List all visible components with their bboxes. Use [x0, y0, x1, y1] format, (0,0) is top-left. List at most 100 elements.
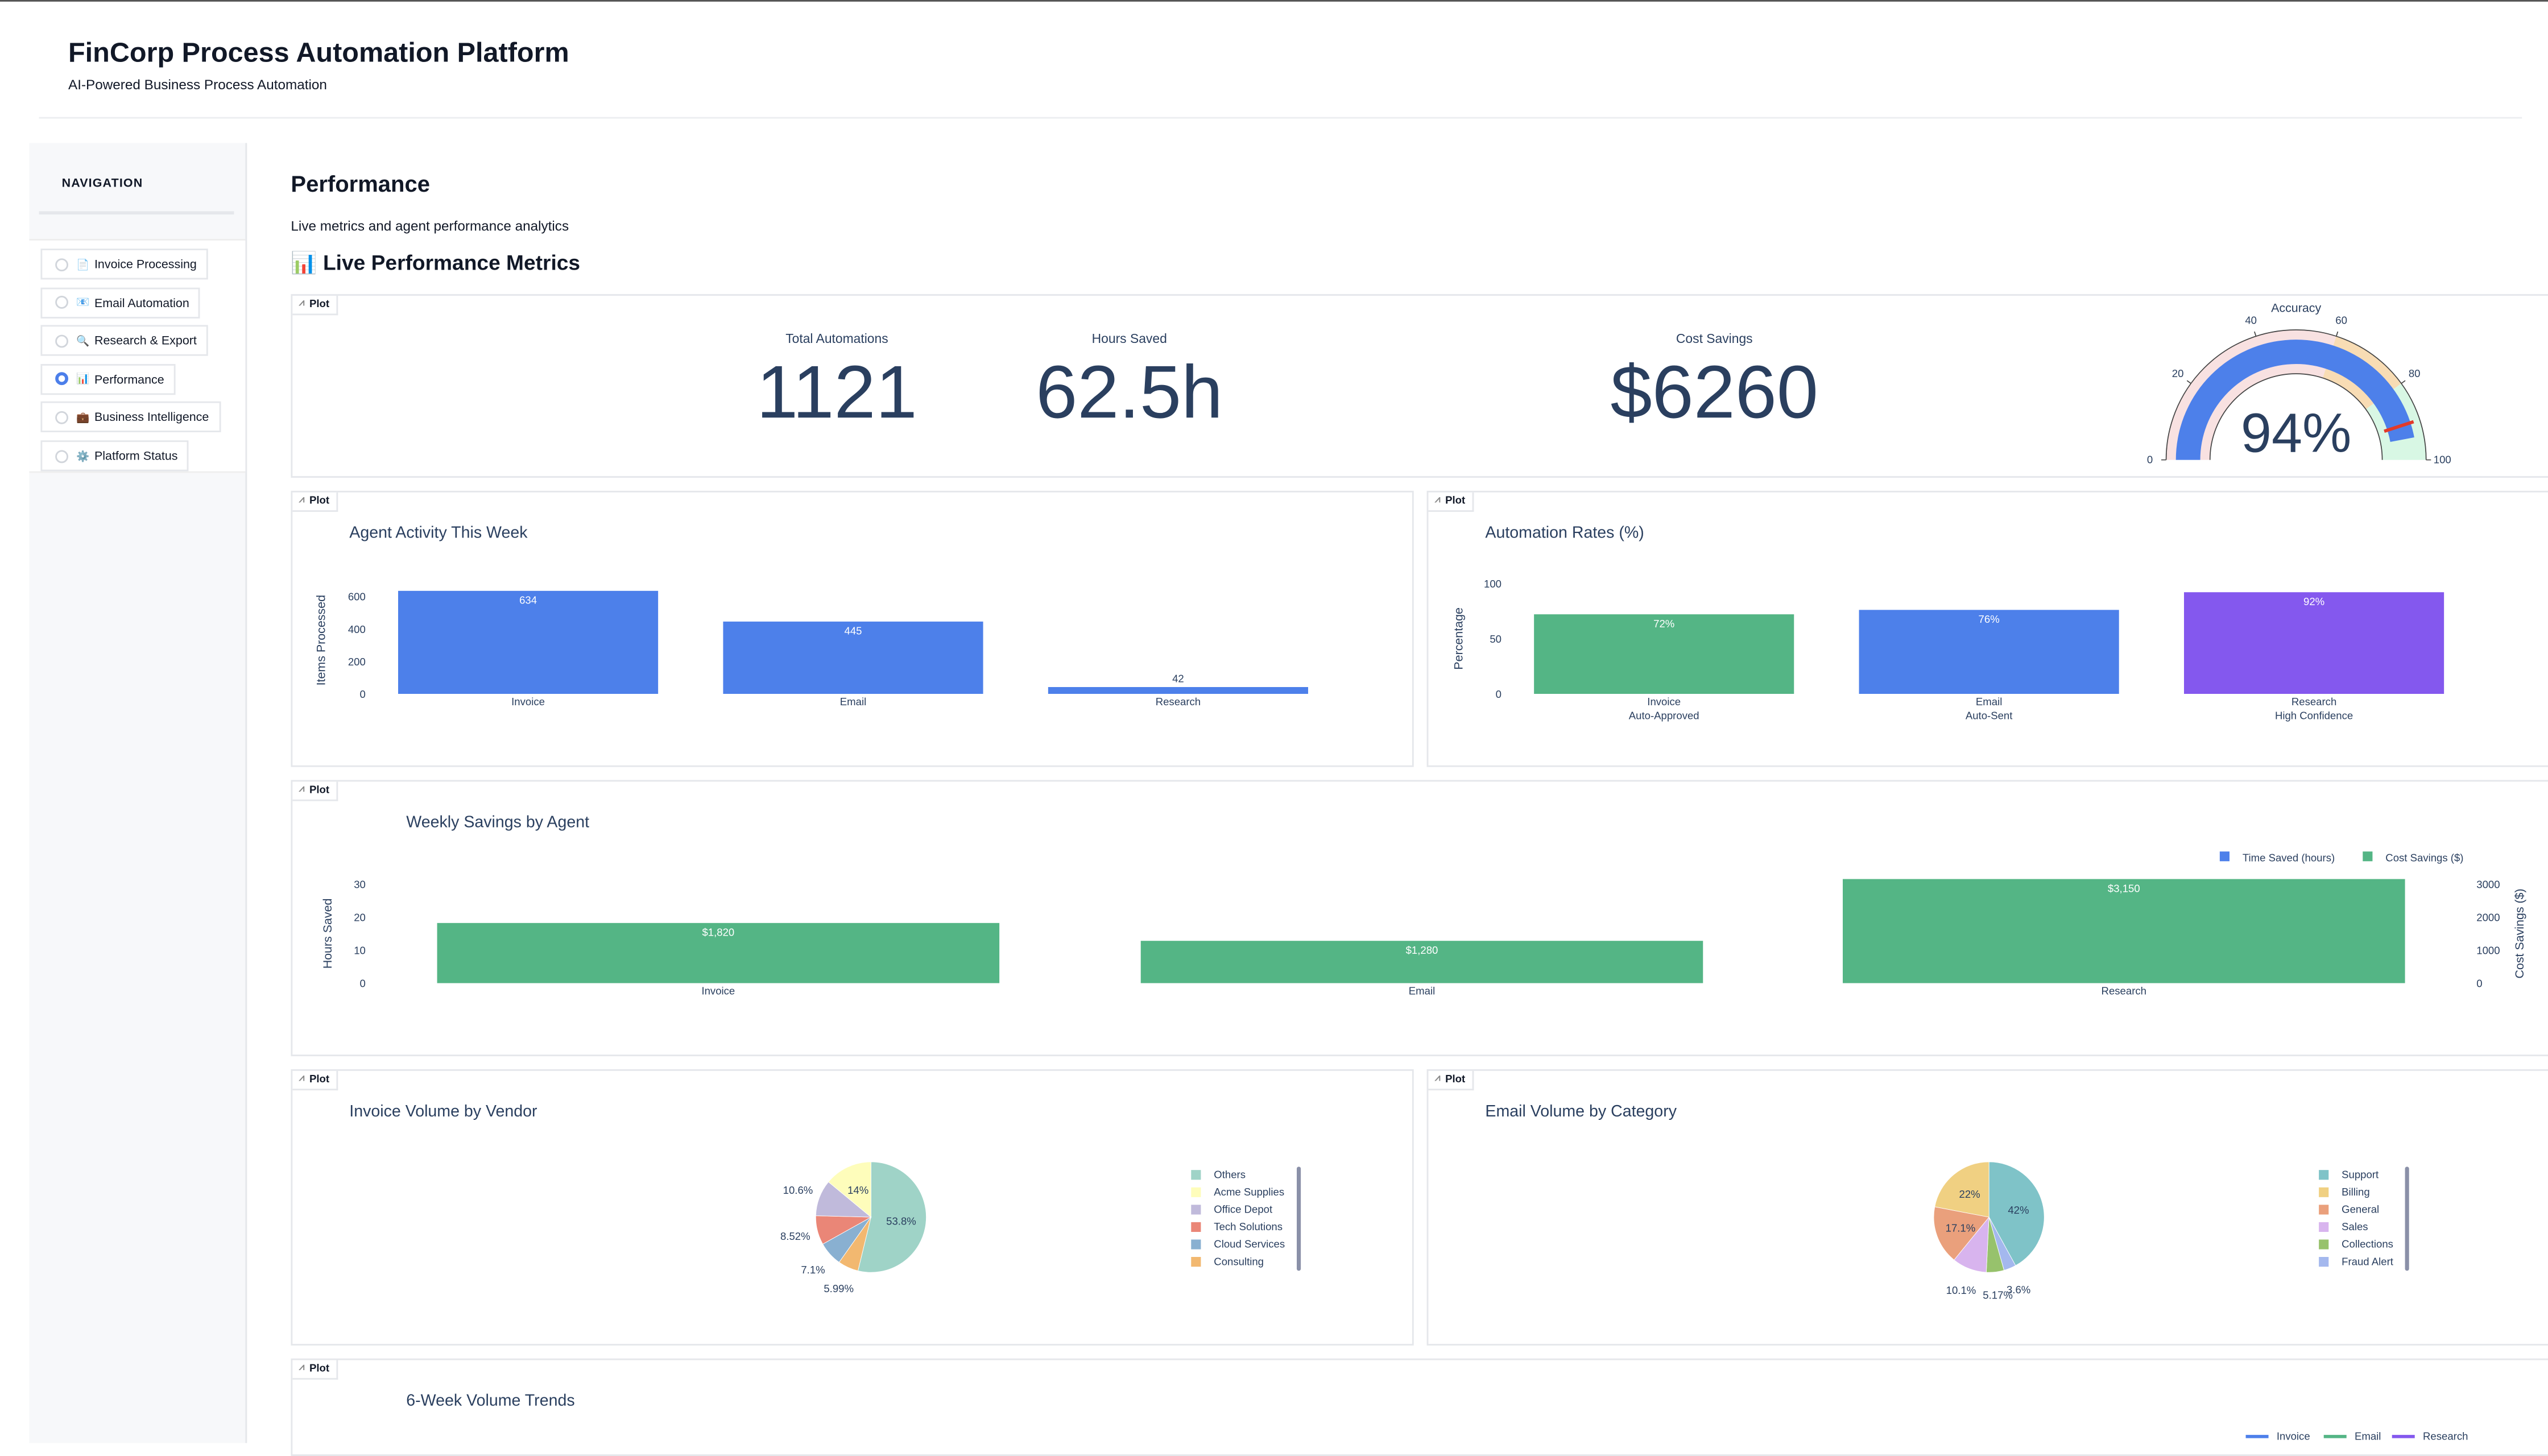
plot-icon: ⩘ [299, 1363, 305, 1374]
radio-button[interactable] [55, 296, 68, 309]
pie-label: 10.6% [783, 1184, 813, 1196]
radio-button[interactable] [55, 257, 68, 271]
x-tick-label: Email [1976, 696, 2002, 708]
bar [1048, 687, 1308, 694]
x-tick-label: Invoice [701, 985, 735, 997]
nav-item-research-export[interactable]: 🔍 Research & Export [40, 325, 208, 357]
x-tick-label: High Confidence [2275, 709, 2353, 721]
indicator-total-automations: Total Automations 1121 [642, 332, 1032, 434]
gauge-tick [2401, 380, 2406, 384]
gauge-bar [2175, 340, 2414, 460]
nav-label: Performance [94, 371, 164, 387]
legend-label: Consulting [1214, 1255, 1264, 1267]
legend-label: Billing [2342, 1186, 2370, 1198]
y-tick-label: 20 [354, 912, 366, 924]
nav-item-performance[interactable]: 📊 Performance [40, 363, 176, 395]
plot-tab[interactable]: ⩘ Plot [292, 1360, 338, 1380]
plot-tab-label: Plot [309, 785, 330, 796]
legend-swatch [2319, 1257, 2329, 1267]
bar-label: $3,150 [2108, 882, 2140, 894]
indicator-hours-saved: Hours Saved 62.5h [934, 332, 1325, 434]
radio-button[interactable] [55, 334, 68, 348]
bar-label: 634 [519, 594, 537, 606]
nav-icon: 💼 [76, 412, 90, 424]
sidebar: NAVIGATION 📄 Invoice Processing 📧 Email Aut… [29, 143, 247, 1443]
chart-title: Email Volume by Category [1485, 1102, 1677, 1120]
page-title: Performance [291, 171, 430, 197]
nav-item-business-intelligence[interactable]: 💼 Business Intelligence [40, 402, 221, 433]
legend-label: Cost Savings ($) [2385, 851, 2463, 863]
radio-button[interactable] [55, 373, 68, 386]
y-tick-label: 200 [348, 656, 366, 668]
legend-swatch [2319, 1222, 2329, 1232]
plot-tab-label: Plot [309, 495, 330, 507]
pie-label: 10.1% [1946, 1284, 1976, 1296]
gauge-outline [2209, 373, 2383, 460]
email-volume-panel: ⩘ Plot Email Volume by Category 42% 3.6% 5.17… [1426, 1069, 2548, 1346]
legend-swatch [2319, 1205, 2329, 1215]
legend-label: Office Depot [1214, 1203, 1273, 1215]
plot-tab[interactable]: ⩘ Plot [1428, 492, 1474, 512]
radio-button[interactable] [55, 449, 68, 462]
plot-icon: ⩘ [299, 495, 305, 506]
pie-label: 5.99% [824, 1283, 854, 1294]
y-tick-label: 400 [348, 623, 366, 635]
bar [1140, 941, 1703, 983]
plot-tab[interactable]: ⩘ Plot [292, 781, 338, 801]
nav-item-email-automation[interactable]: 📧 Email Automation [40, 287, 201, 318]
pie-slice [857, 1161, 926, 1273]
indicator-value: 1121 [756, 349, 917, 434]
y-tick-label: 100 [1484, 578, 1502, 590]
weekly-savings-panel: ⩘ Plot Weekly Savings by Agent 0 10 20 30 0 1000… [291, 780, 2548, 1057]
pie-label: 53.8% [886, 1215, 916, 1227]
indicator-value: $6260 [1610, 349, 1819, 434]
gauge-tick-label: 80 [2409, 367, 2421, 379]
bar [437, 923, 1000, 983]
gauge-tick [2254, 331, 2257, 337]
pie-slice [1933, 1206, 1989, 1260]
pie-label: 3.6% [2007, 1284, 2030, 1296]
legend-swatch [1191, 1239, 1201, 1250]
pie-slice [1934, 1161, 1989, 1218]
legend-scrollbar [1297, 1167, 1301, 1271]
x-tick-label: Research [1156, 696, 1201, 708]
legend-label: Acme Supplies [1214, 1186, 1284, 1198]
nav-item-invoice-processing[interactable]: 📄 Invoice Processing [40, 249, 208, 280]
legend-label: Time Saved (hours) [2243, 851, 2335, 863]
plot-tab[interactable]: ⩘ Plot [292, 296, 338, 316]
gauge-tick [2335, 331, 2339, 337]
chart-title: Weekly Savings by Agent [406, 813, 589, 831]
legend-swatch [2319, 1239, 2329, 1250]
x-tick-label: Research [2102, 985, 2146, 997]
gauge-tick-label: 0 [2147, 453, 2153, 465]
x-tick-label: Invoice [1647, 696, 1681, 708]
x-tick-label: Auto-Approved [1629, 709, 1699, 721]
bar-label: 42 [1172, 672, 1184, 684]
legend-swatch [1191, 1257, 1201, 1267]
nav-icon: 📄 [76, 259, 90, 271]
plot-tab[interactable]: ⩘ Plot [292, 492, 338, 512]
app-subtitle: AI-Powered Business Process Automation [68, 76, 327, 93]
radio-button[interactable] [55, 411, 68, 424]
plot-tab-label: Plot [309, 1074, 330, 1086]
y-tick-label: 0 [360, 978, 366, 990]
y2-axis-title: Cost Savings ($) [2513, 888, 2526, 978]
pie-slice [1988, 1161, 2045, 1266]
legend-swatch [2319, 1170, 2329, 1180]
indicator-cost-savings: Cost Savings $6260 [1519, 332, 1909, 434]
nav-icon: 📊 [76, 374, 90, 386]
pie-label: 7.1% [801, 1264, 825, 1276]
indicator-label: Cost Savings [1676, 331, 1753, 346]
legend-label: Email [2355, 1430, 2381, 1442]
y-tick-label: 0 [1496, 688, 1502, 700]
plot-tab[interactable]: ⩘ Plot [1428, 1070, 1474, 1091]
bar-label: 445 [845, 625, 862, 637]
bar-label: $1,820 [702, 926, 734, 938]
plot-tab[interactable]: ⩘ Plot [292, 1070, 338, 1091]
indicator-value: 62.5h [1036, 349, 1223, 434]
legend-label: Others [1214, 1168, 1246, 1180]
plot-tab-label: Plot [309, 299, 330, 311]
pie-label: 22% [1959, 1188, 1980, 1200]
nav-item-platform-status[interactable]: ⚙️ Platform Status [40, 440, 189, 471]
pie-label: 42% [2008, 1204, 2029, 1216]
